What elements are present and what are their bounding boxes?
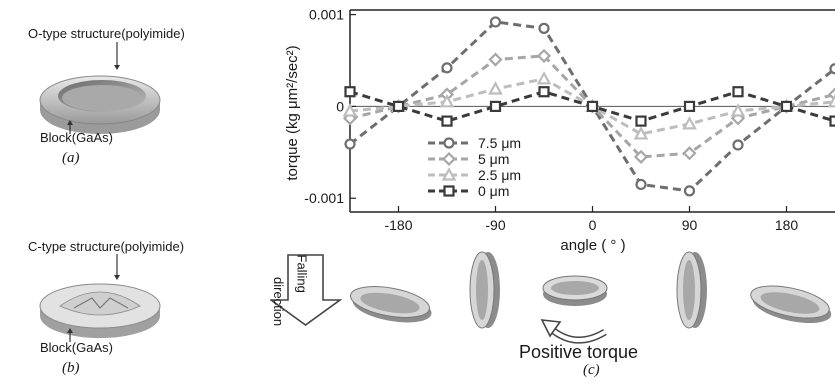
falling-label-line2: direction bbox=[271, 277, 286, 327]
data-point bbox=[633, 149, 649, 164]
data-point bbox=[489, 16, 502, 28]
x-tick-label: 180 bbox=[775, 217, 799, 233]
o-type-ring-illustration bbox=[39, 42, 161, 134]
y-tick-label: -0.001 bbox=[304, 190, 344, 206]
legend-label: 5 μm bbox=[478, 151, 509, 167]
data-point bbox=[489, 100, 502, 113]
ring-tilted-left bbox=[350, 286, 432, 323]
data-point bbox=[488, 81, 503, 95]
legend-marker bbox=[441, 151, 457, 167]
data-point bbox=[344, 138, 356, 150]
legend-label: 0 μm bbox=[478, 183, 509, 199]
data-point bbox=[732, 139, 744, 151]
data-point bbox=[827, 94, 835, 108]
data-point bbox=[536, 71, 552, 85]
data-point bbox=[488, 52, 503, 67]
legend-marker bbox=[443, 137, 455, 149]
legend-label: 7.5 μm bbox=[478, 135, 521, 151]
data-point bbox=[344, 86, 356, 98]
data-point bbox=[392, 100, 405, 113]
legend-label: 2.5 μm bbox=[478, 167, 521, 183]
data-point bbox=[829, 63, 835, 75]
data-point bbox=[730, 103, 746, 117]
data-point bbox=[683, 100, 696, 113]
data-point bbox=[633, 126, 649, 140]
data-point bbox=[635, 178, 647, 191]
falling-label-line1: Falling bbox=[294, 254, 310, 293]
panel-a-caption: (a) bbox=[62, 150, 80, 166]
falling-direction-arrow-icon bbox=[270, 254, 343, 326]
data-point bbox=[441, 62, 453, 74]
data-point bbox=[682, 146, 697, 161]
x-tick-label: -90 bbox=[485, 217, 505, 233]
ring-vertical-left bbox=[469, 251, 500, 329]
data-point bbox=[682, 116, 697, 130]
y-tick-label: 0.001 bbox=[309, 7, 344, 23]
x-tick-label: 90 bbox=[682, 217, 698, 233]
panel-a-top-label: O-type structure(polyimide) bbox=[28, 26, 185, 41]
ring-vertical-right bbox=[676, 251, 707, 329]
x-axis-label: angle ( ° ) bbox=[560, 237, 625, 254]
data-point bbox=[586, 100, 599, 113]
positive-torque-arrow-icon bbox=[540, 319, 562, 338]
data-point bbox=[342, 103, 358, 117]
legend-marker bbox=[443, 185, 455, 197]
data-point bbox=[536, 48, 552, 63]
data-point bbox=[439, 94, 455, 108]
data-point bbox=[538, 86, 550, 98]
data-point bbox=[780, 100, 793, 113]
panel-b-caption: (b) bbox=[62, 360, 80, 376]
y-axis-label: torque (kg μm²/sec²) bbox=[284, 45, 301, 180]
data-point bbox=[635, 115, 647, 127]
panel-b-bottom-label: Block(GaAs) bbox=[40, 340, 113, 355]
panel-a-bottom-label: Block(GaAs) bbox=[40, 130, 113, 145]
falling-rings-illustration bbox=[270, 251, 832, 344]
data-point bbox=[683, 185, 696, 197]
c-type-ring-illustration bbox=[39, 254, 161, 342]
legend-marker bbox=[441, 167, 457, 181]
x-tick-label: -180 bbox=[384, 217, 412, 233]
x-tick-label: 0 bbox=[589, 217, 597, 233]
data-point bbox=[732, 86, 744, 98]
ring-tilted-right bbox=[750, 285, 832, 324]
data-point bbox=[441, 115, 453, 127]
y-tick-label: 0 bbox=[336, 98, 344, 114]
positive-torque-label: Positive torque bbox=[519, 342, 639, 362]
panel-c-caption: (c) bbox=[583, 362, 600, 378]
data-point bbox=[829, 115, 835, 127]
ring-flat bbox=[542, 275, 608, 306]
data-point bbox=[538, 22, 550, 34]
panel-b-top-label: C-type structure(polyimide) bbox=[28, 239, 185, 254]
